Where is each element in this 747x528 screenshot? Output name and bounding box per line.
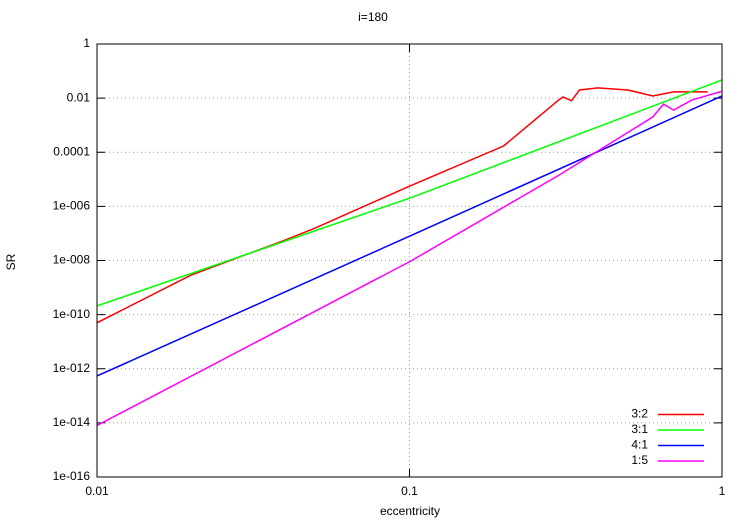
y-tick-label: 0.01 [67, 90, 91, 104]
y-tick-label: 1e-016 [53, 469, 91, 483]
y-tick-label: 1e-008 [53, 253, 91, 267]
y-tick-label: 1e-014 [53, 415, 91, 429]
x-tick-label: 0.1 [401, 484, 418, 498]
y-tick-label: 1e-012 [53, 361, 91, 375]
x-tick-label: 1 [719, 484, 726, 498]
series-line [97, 79, 722, 307]
series-line [97, 95, 722, 377]
y-axis-label: SR [4, 253, 18, 270]
legend-label: 4:1 [631, 438, 648, 452]
legend-label: 1:5 [631, 453, 648, 467]
y-tick-label: 1e-006 [53, 199, 91, 213]
plot-frame [96, 43, 723, 478]
x-tick-label: 0.01 [85, 484, 109, 498]
y-tick-label: 1e-010 [53, 307, 91, 321]
y-tick-label: 1 [83, 36, 90, 50]
y-tick-label: 0.0001 [53, 144, 90, 158]
legend-label: 3:2 [631, 407, 648, 421]
chart-title: i=180 [358, 10, 388, 24]
series-line [97, 90, 722, 427]
x-axis-label: eccentricity [380, 504, 440, 518]
legend-label: 3:1 [631, 422, 648, 436]
series-line [97, 87, 708, 324]
